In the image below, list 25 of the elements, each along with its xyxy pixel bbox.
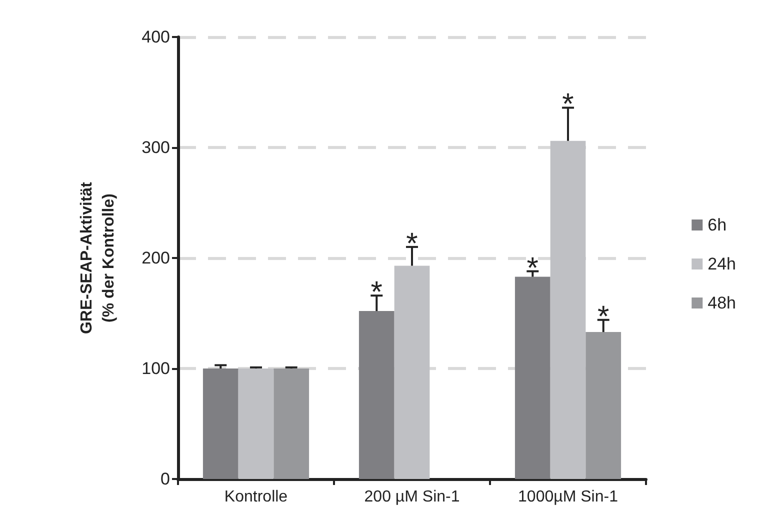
y-tick-label: 200 [142,248,170,268]
x-tick-label: 1000µM Sin-1 [518,488,618,506]
bar [514,276,550,479]
y-tick-label: 300 [142,138,170,157]
bar [274,368,310,479]
y-axis-title: GRE-SEAP-Aktivität (% der Kontrolle) [78,181,118,334]
data-label: * [406,227,418,260]
y-tick-label: 0 [160,470,170,488]
data-label: * [562,88,574,122]
x-tick-label: Kontrolle [224,488,288,506]
bar [238,368,274,479]
legend-label: 48h [708,294,736,312]
bar [550,140,586,479]
bar [586,332,622,479]
bar [358,311,394,479]
data-label: * [598,300,610,334]
data-label: * [370,276,383,310]
legend-label: 6h [708,216,727,234]
y-tick-label: 100 [142,359,170,378]
y-tick-label: 400 [142,28,170,46]
legend-label: 24h [708,254,736,274]
data-label: * [526,252,539,285]
bar [202,368,238,479]
x-tick-label: 200 µM Sin-1 [364,488,460,506]
bar [394,266,430,479]
